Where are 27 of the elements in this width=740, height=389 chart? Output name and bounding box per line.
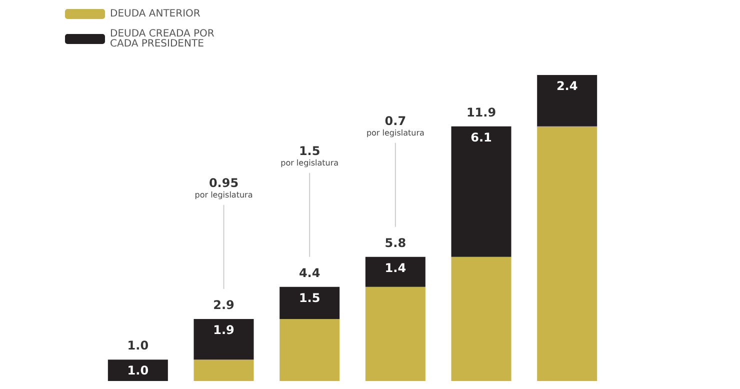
data-label: 1.9 — [213, 322, 234, 337]
bar — [451, 126, 512, 257]
bar — [280, 318, 340, 381]
data-label: 6.1 — [470, 130, 492, 144]
bar — [108, 360, 168, 381]
legend-label: DEUDA ANTERIOR — [110, 8, 200, 20]
data-label: 1.0 — [127, 364, 149, 378]
total-label: 1.0 — [127, 338, 149, 353]
bar — [365, 256, 426, 287]
bar — [451, 256, 512, 381]
bar — [194, 360, 254, 381]
data-label: 1.4 — [384, 260, 406, 275]
total-label: 4.4 — [298, 266, 320, 280]
bar — [537, 74, 598, 126]
total-label: 5.8 — [384, 236, 406, 250]
annotation: 1.5 por legislatura — [280, 144, 339, 168]
legend-label: DEUDA CREADA POR CADA PRESIDENTE — [110, 28, 218, 50]
annotation: 0.7 por legislatura — [366, 114, 424, 138]
bar — [537, 126, 598, 381]
data-label: 2.4 — [556, 78, 578, 93]
annotation: 0.95 por legislatura — [194, 176, 253, 200]
total-label: 2.9 — [213, 298, 234, 312]
total-label: 11.9 — [466, 105, 496, 120]
bar — [280, 286, 340, 319]
data-label: 1.5 — [298, 290, 320, 305]
bar — [194, 318, 254, 360]
bar — [365, 286, 426, 381]
